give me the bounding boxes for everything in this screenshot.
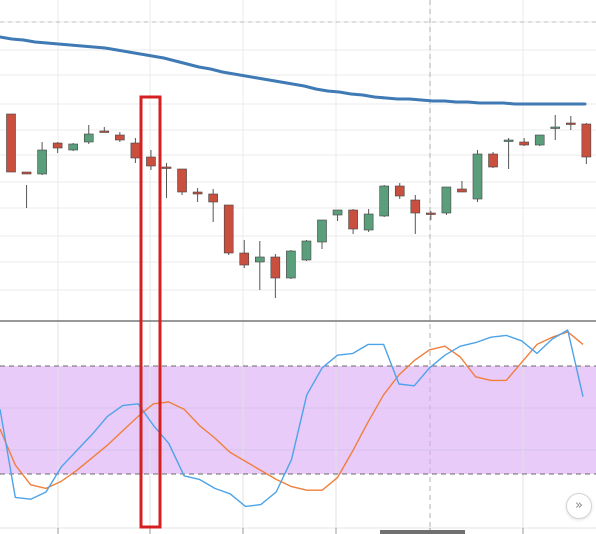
candle-down	[581, 123, 592, 158]
candle-up	[472, 153, 483, 200]
candle-down	[161, 166, 172, 169]
candle-up	[441, 186, 452, 214]
candle-down	[394, 185, 405, 197]
candle-down	[410, 199, 421, 214]
candle-down	[426, 212, 436, 215]
scroll-to-latest-button[interactable]: »	[566, 493, 592, 519]
candle-up	[83, 133, 94, 143]
candle-down	[348, 209, 358, 230]
candle-down	[488, 153, 498, 168]
overlay-layer	[139, 95, 162, 529]
candle-down	[52, 142, 63, 149]
candle-down	[565, 122, 576, 125]
overbought-oversold-band	[0, 366, 596, 474]
candle-up	[534, 134, 545, 146]
candle-down	[223, 204, 234, 254]
candle-down	[177, 168, 187, 193]
candle-up	[301, 240, 312, 261]
candle-up	[363, 213, 374, 231]
overbought-oversold-band-fill	[0, 366, 596, 474]
candle-down	[115, 134, 125, 141]
candle-up	[503, 139, 514, 142]
candle-up	[379, 185, 390, 217]
candle-up	[332, 209, 343, 216]
moving-average-line	[0, 35, 587, 106]
oscillator-pane	[0, 322, 596, 528]
candle-down	[519, 141, 529, 146]
candle-up	[317, 219, 327, 243]
oscillator-main-line	[0, 329, 584, 508]
candle-down	[99, 130, 110, 133]
double-chevron-right-icon: »	[575, 498, 583, 513]
time-axis-scroll-thumb	[380, 530, 465, 534]
time-axis	[0, 527, 596, 534]
candle-up	[286, 250, 296, 279]
candle-down	[239, 252, 250, 266]
oscillator-signal-line	[0, 331, 584, 491]
candle-down	[192, 191, 203, 195]
candle-up	[37, 149, 47, 175]
candle-down	[21, 171, 32, 175]
candle-down	[146, 156, 156, 167]
candle-down	[6, 113, 16, 173]
candle-down	[270, 256, 281, 279]
candle-up	[550, 126, 561, 129]
candle-up	[255, 256, 265, 263]
candle-up	[68, 143, 78, 151]
candle-down	[130, 142, 141, 159]
candles-layer	[6, 113, 592, 298]
candle-down	[208, 193, 218, 203]
highlight-annotation-box	[139, 95, 162, 529]
moving-average-layer	[0, 35, 587, 106]
oscillator-lines	[0, 329, 584, 508]
candle-down	[457, 188, 467, 193]
